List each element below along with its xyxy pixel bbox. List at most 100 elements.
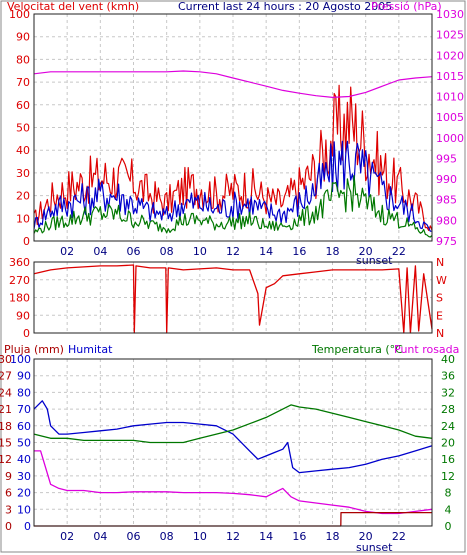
humidity-tick-label: 10 <box>17 503 31 516</box>
tick-labels: 0202040406060808101012121414161618182020… <box>0 8 464 543</box>
humidity-label: Humitat <box>68 343 113 356</box>
y2-tick-label: 990 <box>436 173 457 186</box>
y-tick-label: 100 <box>9 8 30 21</box>
x-tick-label: 22 <box>392 530 406 543</box>
direction-label: N <box>436 327 444 340</box>
humidity-tick-label: 100 <box>10 353 31 366</box>
plot-frames <box>33 13 433 527</box>
x-tick-label: 12 <box>226 245 240 258</box>
y2-tick-label: 1020 <box>436 49 464 62</box>
humidity-tick-label: 0 <box>24 520 31 533</box>
temp-tick-label: 40 <box>441 353 455 366</box>
y2-tick-label: 975 <box>436 235 457 248</box>
direction-label: E <box>436 309 443 322</box>
temp-tick-label: 4 <box>445 503 452 516</box>
y-tick-label: 10 <box>16 212 30 225</box>
y2-tick-label: 1010 <box>436 91 464 104</box>
rain-tick-label: 15 <box>0 437 12 450</box>
direction-label: W <box>436 274 447 287</box>
chart-title: Current last 24 hours : 20 Agosto 2005 <box>178 0 392 13</box>
y-tick-label: 180 <box>9 292 30 305</box>
y-tick-label: 0 <box>23 235 30 248</box>
x-tick-label: 22 <box>392 245 406 258</box>
wind-min-line <box>33 174 433 238</box>
y2-tick-label: 1005 <box>436 111 464 124</box>
temperature-line <box>33 404 433 444</box>
humidity-tick-label: 40 <box>17 453 31 466</box>
y2-tick-label: 1000 <box>436 132 464 145</box>
humidity-line <box>33 400 433 474</box>
wind-gust-line <box>33 84 433 231</box>
direction-label: N <box>436 256 444 269</box>
x-tick-label: 16 <box>292 245 306 258</box>
x-tick-label: 14 <box>259 245 273 258</box>
y2-tick-label: 1030 <box>436 8 464 21</box>
rain-tick-label: 30 <box>0 353 12 366</box>
temp-tick-label: 36 <box>441 370 455 383</box>
rain-tick-label: 12 <box>0 453 12 466</box>
rain-tick-label: 21 <box>0 403 12 416</box>
x-tick-label: 14 <box>259 530 273 543</box>
y-tick-label: 50 <box>16 122 30 135</box>
y2-tick-label: 1015 <box>436 70 464 83</box>
humidity-tick-label: 90 <box>17 370 31 383</box>
pressure-line <box>33 70 433 98</box>
x-tick-label: 08 <box>160 245 174 258</box>
plot-frame <box>33 13 433 242</box>
humidity-tick-label: 30 <box>17 470 31 483</box>
x-tick-label: 04 <box>93 530 107 543</box>
y-tick-label: 80 <box>16 53 30 66</box>
x-tick-label: 06 <box>127 530 141 543</box>
x-tick-label: 20 <box>359 530 373 543</box>
y-tick-label: 60 <box>16 99 30 112</box>
y2-tick-label: 980 <box>436 214 457 227</box>
dewpoint-line <box>34 450 433 515</box>
temp-tick-label: 20 <box>441 437 455 450</box>
pressure-label: Pressió (hPa) <box>371 0 442 13</box>
humidity-tick-label: 70 <box>17 403 31 416</box>
y-tick-label: 70 <box>16 76 30 89</box>
humidity-tick-label: 50 <box>17 437 31 450</box>
x-tick-label: 08 <box>160 530 174 543</box>
temp-tick-label: 16 <box>441 453 455 466</box>
x-tick-label: 18 <box>326 245 340 258</box>
y-tick-label: 360 <box>9 256 30 269</box>
y-tick-label: 270 <box>9 274 30 287</box>
x-tick-label: 10 <box>193 530 207 543</box>
plot-frame <box>33 358 433 527</box>
dewpoint-label: Punt rosada <box>394 343 459 356</box>
x-tick-label: 16 <box>292 530 306 543</box>
temp-tick-label: 0 <box>445 520 452 533</box>
x-tick-label: 20 <box>359 245 373 258</box>
x-tick-label: 04 <box>93 245 107 258</box>
wind-speed-label: Velocitat del vent (kmh) <box>7 0 139 13</box>
rain-tick-label: 24 <box>0 386 12 399</box>
rain-tick-label: 3 <box>5 503 12 516</box>
x-tick-label: 02 <box>60 245 74 258</box>
temperature-label: Temperatura (°C <box>311 343 403 356</box>
x-tick-label: 18 <box>326 530 340 543</box>
temp-tick-label: 12 <box>441 470 455 483</box>
y2-tick-label: 1025 <box>436 29 464 42</box>
rain-tick-label: 0 <box>5 520 12 533</box>
humidity-tick-label: 80 <box>17 386 31 399</box>
rain-label: Pluja (mm) <box>4 343 64 356</box>
x-tick-label: 12 <box>226 530 240 543</box>
y2-tick-label: 995 <box>436 152 457 165</box>
y-tick-label: 20 <box>16 190 30 203</box>
temp-tick-label: 32 <box>441 386 455 399</box>
rain-tick-label: 9 <box>5 470 12 483</box>
rain-tick-label: 27 <box>0 370 12 383</box>
y-tick-label: 90 <box>16 309 30 322</box>
y2-tick-label: 985 <box>436 194 457 207</box>
humidity-tick-label: 20 <box>17 487 31 500</box>
y-tick-label: 40 <box>16 144 30 157</box>
direction-label: S <box>436 292 443 305</box>
x-tick-label: 10 <box>193 245 207 258</box>
humidity-tick-label: 60 <box>17 420 31 433</box>
rain-tick-label: 18 <box>0 420 12 433</box>
y-tick-label: 0 <box>23 327 30 340</box>
x-tick-label: 02 <box>60 530 74 543</box>
